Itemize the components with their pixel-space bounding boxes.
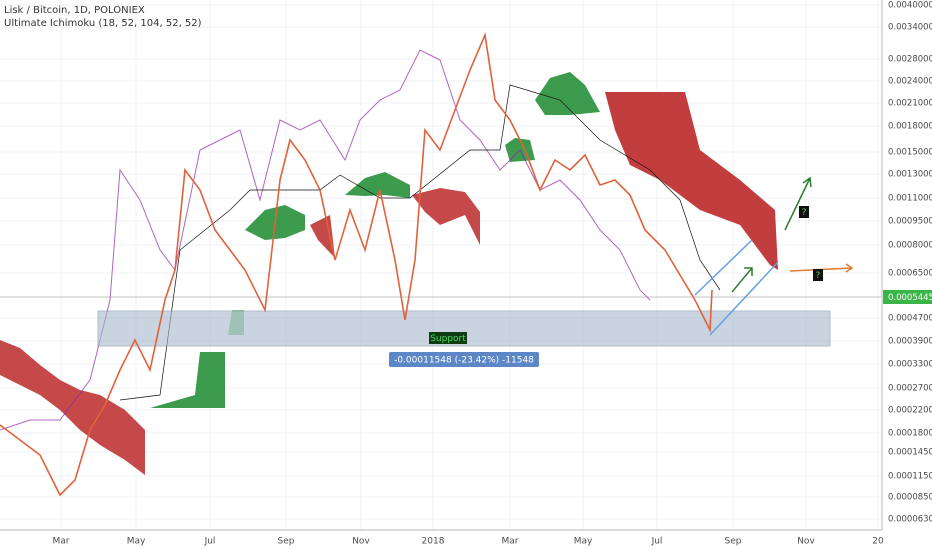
cloud-green bbox=[535, 72, 600, 115]
cloud-red bbox=[0, 340, 145, 475]
channel-line bbox=[709, 261, 779, 336]
channel-line bbox=[694, 239, 753, 296]
time-tick-label: Jul bbox=[651, 537, 663, 547]
arrow-head bbox=[802, 176, 812, 188]
time-tick-label: Mar bbox=[502, 537, 519, 547]
time-tick-label: Nov bbox=[797, 537, 815, 547]
arrow-head bbox=[744, 267, 753, 276]
current-price-box bbox=[883, 290, 932, 304]
cloud-red bbox=[310, 215, 335, 258]
arrow-up bbox=[731, 267, 753, 293]
measure-label: -0.00011548 (-23.42%) -11548 bbox=[394, 356, 534, 366]
time-tick-label: Mar bbox=[53, 537, 70, 547]
symbol-title: Lisk / Bitcoin, 1D, POLONIEX bbox=[4, 5, 145, 16]
arrow-head bbox=[845, 263, 854, 273]
indicator-title: Ultimate Ichimoku (18, 52, 104, 52, 52) bbox=[4, 18, 202, 29]
price-line bbox=[0, 32, 713, 497]
support-label: Support bbox=[430, 334, 466, 344]
time-tick-label: 20 bbox=[872, 537, 884, 547]
cloud-red bbox=[412, 188, 480, 245]
time-tick-label: May bbox=[127, 537, 146, 547]
time-tick-label: Nov bbox=[352, 537, 370, 547]
question-label: ? bbox=[802, 208, 807, 218]
time-tick-label: Sep bbox=[725, 537, 742, 547]
arrow-up bbox=[784, 177, 811, 231]
time-tick-label: Sep bbox=[278, 537, 295, 547]
question-box bbox=[813, 269, 823, 281]
cloud-red bbox=[605, 92, 778, 270]
current-price-label: 0.00054457 bbox=[888, 293, 932, 303]
support-label-box bbox=[429, 332, 467, 344]
lagging-line bbox=[0, 49, 651, 431]
time-tick-label: Jul bbox=[204, 537, 216, 547]
price-tick-label: 0.00006300 bbox=[888, 515, 932, 525]
question-label: ? bbox=[816, 271, 821, 281]
cloud-green bbox=[345, 172, 410, 198]
cloud-green bbox=[150, 352, 225, 408]
measure-box bbox=[389, 352, 539, 367]
time-tick-label: May bbox=[574, 537, 593, 547]
question-box bbox=[799, 206, 809, 218]
time-tick-label: 2018 bbox=[422, 537, 445, 547]
